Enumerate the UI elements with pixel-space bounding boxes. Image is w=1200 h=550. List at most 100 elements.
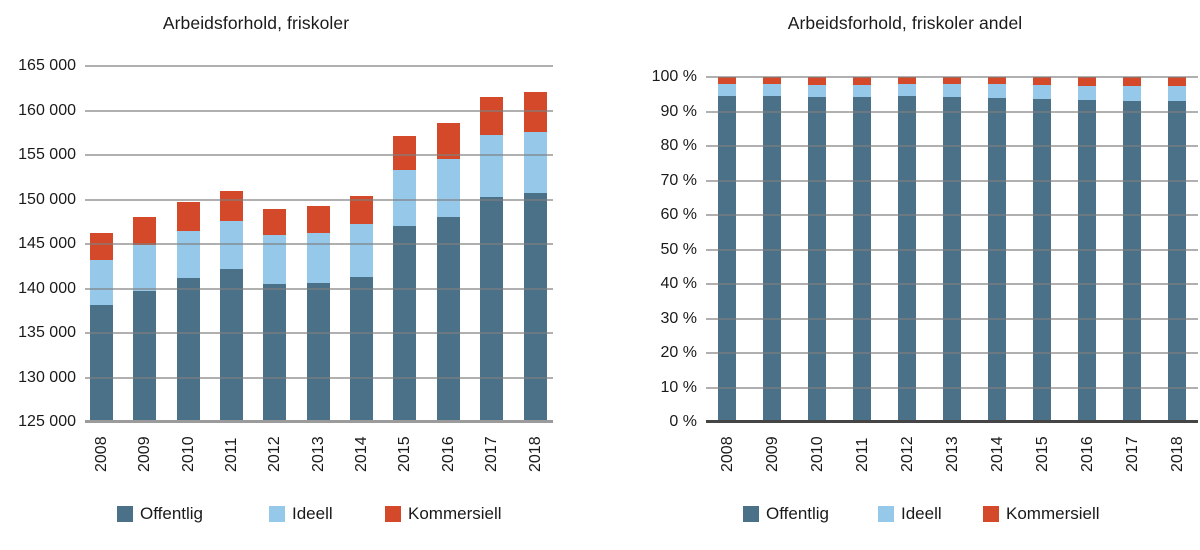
bar-segment-ideell-2008	[718, 84, 736, 96]
y-tick-label-140000: 140 000	[18, 279, 76, 297]
y-tick-label-135000: 135 000	[18, 324, 76, 341]
bar-segment-kommersiell-2010	[176, 202, 200, 231]
gridline-155000	[85, 154, 553, 156]
bar-segment-ideell-2016	[1078, 85, 1096, 101]
gridline-80	[706, 145, 1198, 147]
bar-segment-kommersiell-2010	[808, 77, 826, 85]
x-tick-label-2011: 2011	[853, 437, 871, 472]
bar-segment-offentlig-2013	[306, 283, 330, 422]
y-tick-label-90: 90 %	[660, 102, 697, 120]
x-tick-label-2012: 2012	[266, 436, 284, 472]
y-tick-label-125000: 125 000	[18, 413, 76, 430]
bar-segment-ideell-2016	[436, 158, 460, 218]
bar-segment-ideell-2010	[176, 230, 200, 278]
bar-segment-ideell-2017	[1123, 85, 1141, 101]
bar-segment-ideell-2015	[1033, 85, 1051, 100]
bar-segment-offentlig-2013	[943, 97, 961, 422]
gridline-20	[706, 352, 1198, 354]
bar-segment-kommersiell-2012	[898, 77, 916, 84]
legend-label-offentlig: Offentlig	[766, 504, 830, 523]
bar-segment-offentlig-2010	[808, 96, 826, 422]
gridline-150000	[85, 198, 553, 201]
gridline-165000	[85, 65, 553, 67]
legend-swatch-ideell	[269, 506, 285, 522]
legend-label-offentlig: Offentlig	[140, 504, 204, 523]
gridline-50	[706, 248, 1198, 251]
x-tick-label-2009: 2009	[136, 436, 154, 472]
x-tick-label-2008: 2008	[93, 436, 110, 472]
bar-segment-offentlig-2012	[263, 284, 287, 422]
y-tick-label-40: 40 %	[660, 275, 697, 292]
bar-segment-offentlig-2018	[523, 193, 547, 422]
bar-segment-offentlig-2015	[1033, 99, 1051, 422]
bar-segment-kommersiell-2011	[853, 77, 871, 85]
bar-segment-offentlig-2016	[436, 217, 460, 422]
gridline-140000	[85, 287, 553, 290]
x-tick-label-2008: 2008	[718, 436, 736, 472]
bar-segment-offentlig-2011	[853, 97, 871, 422]
y-tick-label-0: 0 %	[669, 413, 697, 430]
bar-segment-kommersiell-2016	[1078, 77, 1096, 86]
x-tick-label-2012: 2012	[898, 436, 916, 472]
right-chart-title: Arbeidsforhold, friskoler andel	[787, 13, 1023, 33]
bar-segment-ideell-2013	[943, 83, 961, 97]
y-tick-label-70: 70 %	[660, 171, 697, 189]
bar-segment-ideell-2009	[133, 244, 157, 292]
bar-segment-offentlig-2012	[898, 96, 916, 422]
bar-segment-ideell-2018	[523, 131, 547, 194]
x-tick-label-2018: 2018	[526, 436, 544, 472]
bar-segment-offentlig-2015	[393, 226, 417, 422]
bar-segment-kommersiell-2012	[263, 209, 287, 236]
bar-segment-offentlig-2011	[220, 268, 244, 422]
bar-segment-offentlig-2009	[133, 291, 157, 422]
legend-swatch-offentlig	[117, 506, 133, 522]
bar-segment-ideell-2015	[393, 170, 417, 227]
y-tick-label-30: 30 %	[660, 309, 697, 327]
y-tick-label-150000: 150 000	[18, 190, 76, 208]
y-tick-label-165000: 165 000	[18, 57, 76, 74]
x-tick-label-2015: 2015	[396, 436, 414, 472]
legend-label-ideell: Ideell	[292, 504, 333, 523]
x-tick-label-2016: 2016	[439, 436, 457, 472]
bar-segment-ideell-2014	[988, 84, 1006, 98]
bar-segment-kommersiell-2014	[350, 195, 374, 225]
x-tick-label-2017: 2017	[1123, 436, 1141, 472]
y-tick-label-100: 100 %	[651, 68, 697, 85]
x-tick-label-2013: 2013	[943, 436, 961, 472]
x-tick-label-2013: 2013	[309, 436, 327, 472]
x-tick-label-2009: 2009	[763, 436, 781, 472]
gridline-145000	[85, 243, 553, 245]
y-tick-label-155000: 155 000	[18, 146, 76, 163]
bar-segment-offentlig-2017	[1123, 100, 1141, 422]
y-tick-label-50: 50 %	[660, 240, 697, 258]
y-tick-label-10: 10 %	[660, 378, 697, 396]
gridline-10	[706, 386, 1198, 389]
bar-segment-ideell-2011	[853, 84, 871, 97]
bar-segment-kommersiell-2016	[436, 122, 460, 159]
bar-segment-kommersiell-2015	[393, 136, 417, 171]
legend-swatch-kommersiell	[385, 506, 401, 522]
x-tick-label-2018: 2018	[1168, 436, 1186, 472]
bar-segment-ideell-2013	[306, 233, 330, 284]
gridline-60	[706, 214, 1198, 216]
bar-segment-ideell-2009	[763, 84, 781, 97]
bar-segment-kommersiell-2008	[90, 233, 113, 260]
gridline-30	[706, 317, 1198, 320]
bar-segment-offentlig-2008	[718, 95, 736, 422]
gridline-100	[706, 76, 1198, 78]
y-tick-label-160000: 160 000	[18, 101, 76, 119]
left-chart-title: Arbeidsforhold, friskoler	[162, 13, 350, 33]
bar-segment-offentlig-2010	[176, 277, 200, 422]
gridline-40	[706, 283, 1198, 285]
legend-label-kommersiell: Kommersiell	[408, 504, 502, 523]
bar-segment-offentlig-2008	[90, 304, 113, 422]
x-tick-label-2010: 2010	[808, 436, 826, 472]
x-tick-label-2017: 2017	[483, 436, 501, 472]
gridline-130000	[85, 376, 553, 379]
bar-segment-kommersiell-2009	[133, 217, 157, 245]
bar-segment-ideell-2017	[480, 135, 504, 197]
bar-segment-offentlig-2014	[988, 97, 1006, 422]
bar-segment-offentlig-2017	[480, 196, 504, 422]
bar-segment-kommersiell-2013	[943, 77, 961, 84]
x-tick-label-2015: 2015	[1033, 436, 1051, 472]
